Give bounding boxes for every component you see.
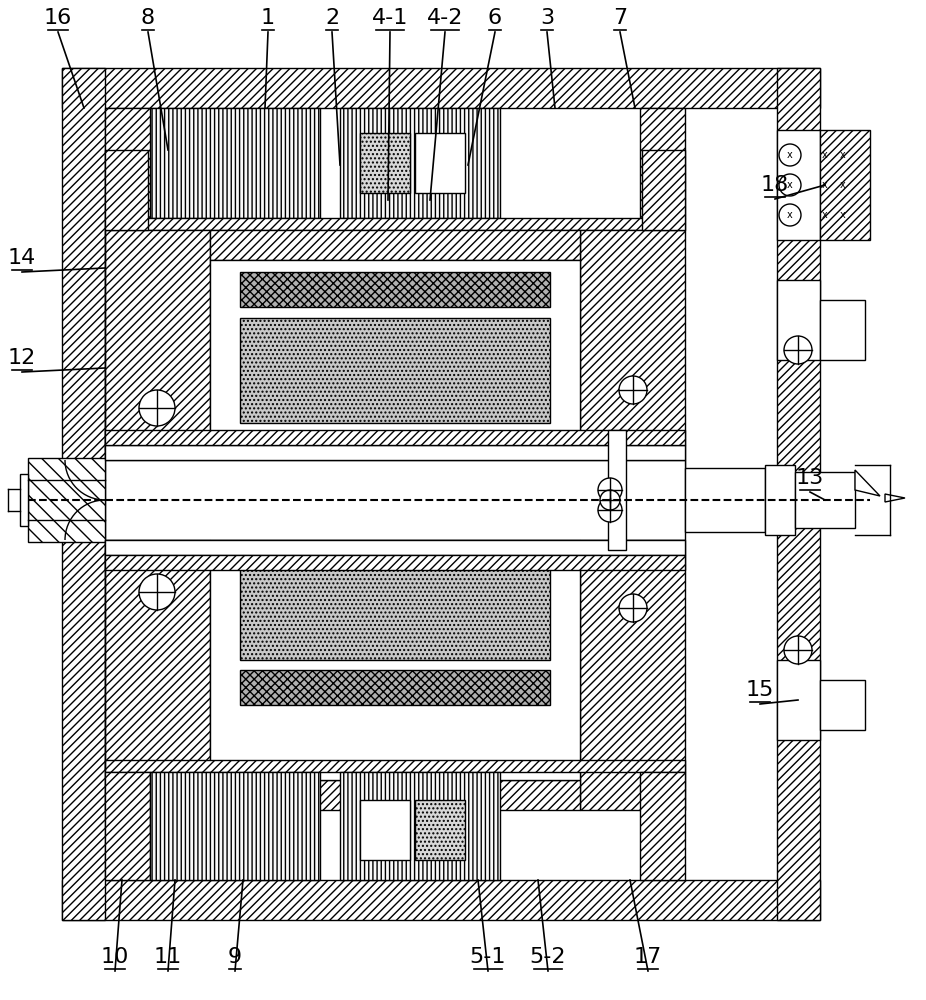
Circle shape [139,390,175,426]
Bar [777,130,820,240]
Text: x: x [787,210,793,220]
Bar [820,130,870,240]
Bar [105,230,210,500]
Bar [105,540,685,555]
Bar [105,218,685,230]
Bar [415,133,465,193]
Bar [105,150,148,230]
Text: x: x [787,180,793,190]
Bar [580,540,685,810]
Text: 18: 18 [761,175,789,195]
Text: 5-1: 5-1 [469,947,507,967]
Bar [640,108,685,218]
Bar [105,460,685,540]
Bar [360,800,410,860]
Text: 9: 9 [228,947,242,967]
Text: 17: 17 [634,947,662,967]
Bar [105,772,150,880]
Bar [210,230,580,260]
Text: 3: 3 [540,8,554,28]
Bar [105,108,150,218]
Circle shape [598,498,622,522]
Circle shape [779,204,801,226]
Circle shape [779,144,801,166]
Bar [150,108,320,218]
Text: 11: 11 [154,947,182,967]
Text: 2: 2 [325,8,339,28]
Bar [210,780,580,810]
Bar [640,772,685,880]
Bar [795,472,855,528]
Bar [777,280,820,360]
Bar [240,555,550,660]
Text: 13: 13 [795,468,824,488]
Polygon shape [855,470,880,496]
Text: x: x [840,210,845,220]
Bar [240,272,550,307]
Circle shape [619,376,647,404]
Bar [820,300,865,360]
Text: 14: 14 [8,248,36,268]
Bar [105,445,685,460]
Text: 15: 15 [745,680,774,700]
Circle shape [139,574,175,610]
Bar [20,474,28,526]
Bar [105,555,685,570]
Polygon shape [885,494,905,502]
Circle shape [598,478,622,502]
Bar [415,800,465,860]
Text: 6: 6 [488,8,502,28]
Bar [820,680,865,730]
Bar [240,318,550,423]
Bar [685,468,765,532]
Bar [210,260,580,500]
Text: 5-2: 5-2 [530,947,567,967]
Text: 8: 8 [141,8,155,28]
Bar [62,68,105,920]
Text: 1: 1 [261,8,275,28]
Circle shape [619,594,647,622]
Text: 7: 7 [613,8,627,28]
Bar [580,230,685,500]
Text: 10: 10 [101,947,130,967]
Bar [62,880,820,920]
Text: x: x [787,150,793,160]
Bar [210,540,580,780]
Text: x: x [822,180,828,190]
Text: x: x [840,180,845,190]
Bar [150,772,320,880]
Text: 12: 12 [8,348,36,368]
Bar [28,458,105,542]
Circle shape [784,336,812,364]
Text: x: x [822,150,828,160]
Bar [777,68,820,920]
Text: 4-2: 4-2 [427,8,463,28]
Text: 16: 16 [44,8,72,28]
Circle shape [779,174,801,196]
Bar [765,465,795,535]
Bar [360,133,410,193]
Bar [105,430,685,445]
Circle shape [784,636,812,664]
Text: x: x [840,150,845,160]
Bar [240,670,550,705]
Bar [340,772,500,880]
Text: x: x [822,210,828,220]
Circle shape [600,490,620,510]
Bar [340,108,500,218]
Bar [62,68,820,108]
Bar [105,760,685,772]
Text: 4-1: 4-1 [372,8,408,28]
Bar [777,660,820,740]
Bar [608,430,626,550]
Bar [642,150,685,230]
Bar [105,540,210,810]
